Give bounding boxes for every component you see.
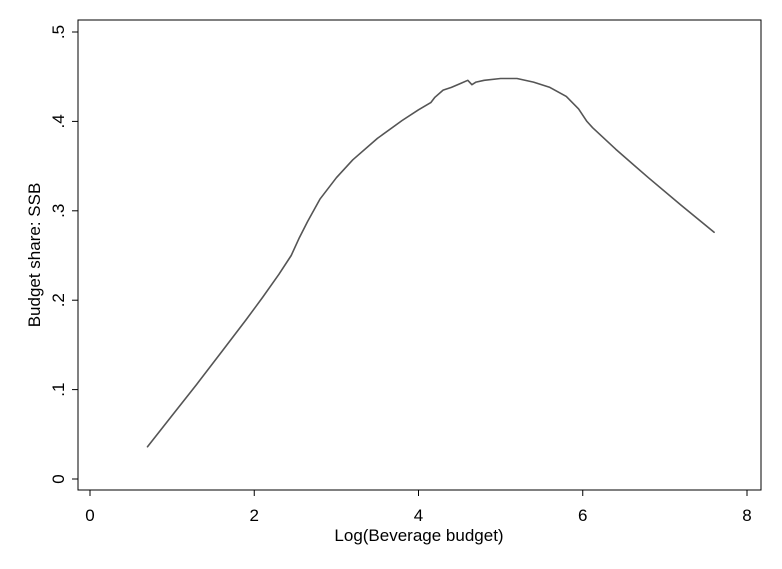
x-tick-label: 4 [414, 506, 423, 525]
plot-area [77, 19, 762, 491]
x-tick-label: 6 [578, 506, 587, 525]
y-tick-label: .4 [49, 114, 68, 128]
y-tick-label: .5 [49, 25, 68, 39]
y-axis-ticks: 0 .1 .2 .3 .4 .5 [49, 25, 78, 484]
x-tick-label: 8 [742, 506, 751, 525]
x-tick-label: 0 [85, 506, 94, 525]
y-axis-title: Budget share: SSB [25, 183, 44, 328]
y-tick-label: .2 [49, 293, 68, 307]
budget-share-line [146, 77, 715, 448]
y-tick-label: .1 [49, 383, 68, 397]
x-axis-ticks: 0 2 4 6 8 [85, 490, 752, 525]
x-axis-title: Log(Beverage budget) [334, 526, 503, 545]
y-tick-label: .3 [49, 204, 68, 218]
y-tick-label: 0 [49, 474, 68, 483]
x-tick-label: 2 [250, 506, 259, 525]
